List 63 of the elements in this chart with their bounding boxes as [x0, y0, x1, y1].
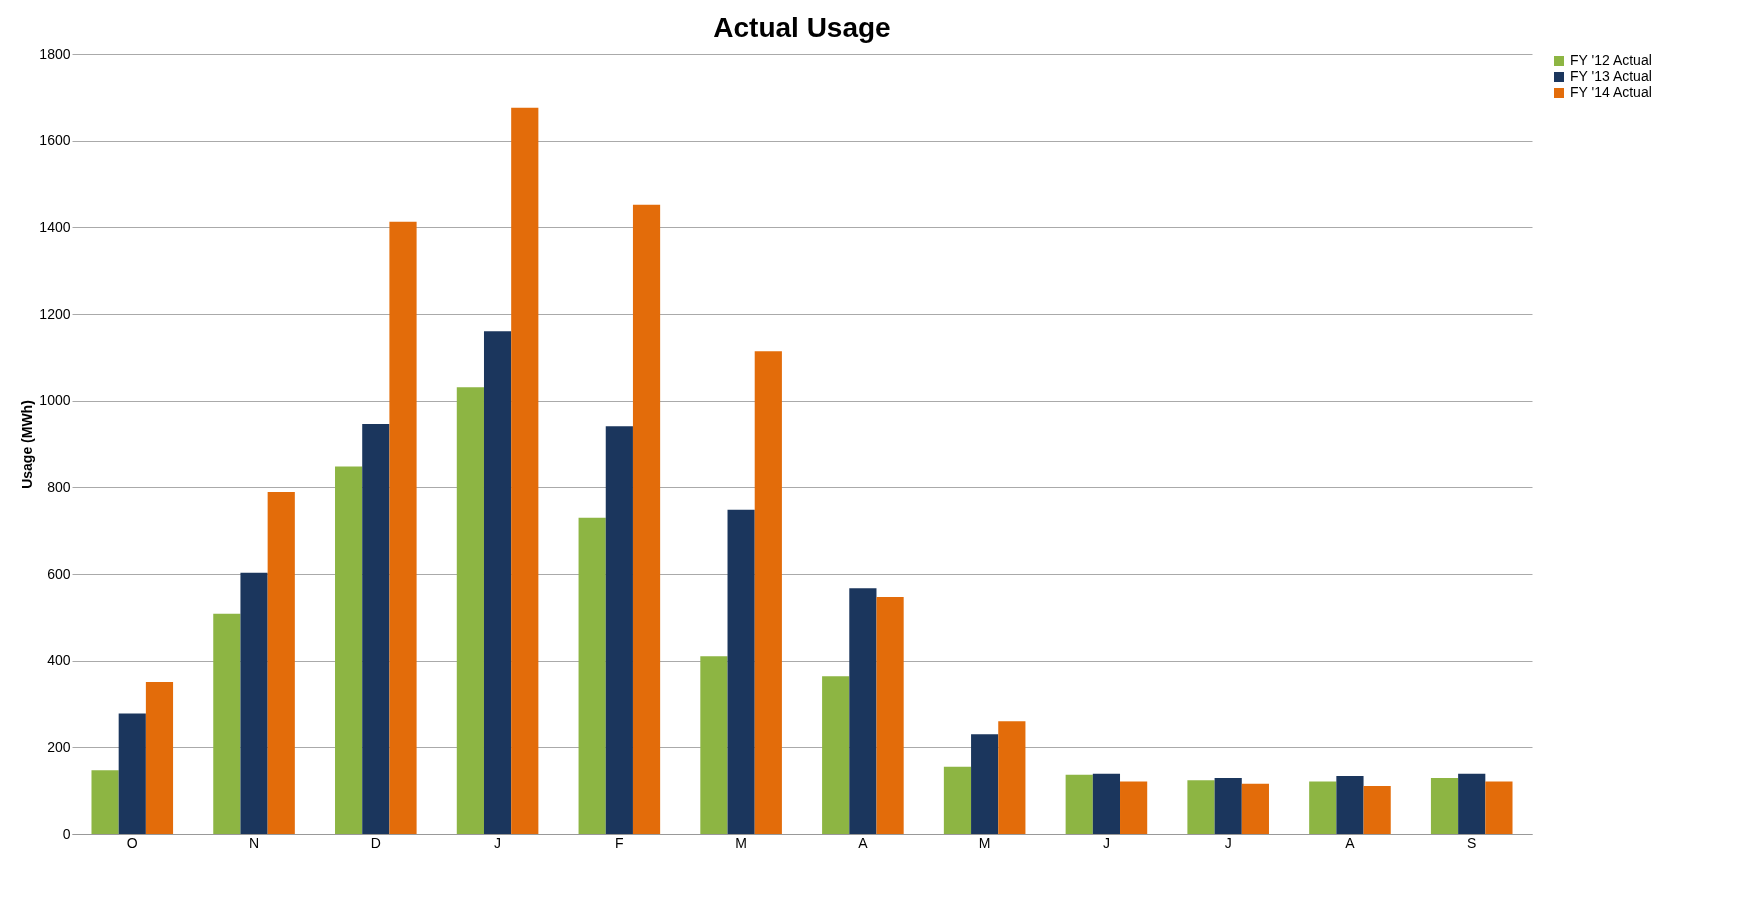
bar — [632, 204, 661, 834]
bar — [1458, 773, 1486, 834]
x-tick-label: J — [1102, 834, 1110, 851]
bar — [1336, 775, 1364, 834]
bar — [876, 596, 904, 834]
bar — [362, 424, 390, 834]
bar — [754, 351, 782, 834]
bar — [727, 509, 755, 834]
bar — [1092, 773, 1121, 834]
bar — [578, 517, 606, 834]
y-tick-label: 1200 — [39, 305, 71, 322]
y-axis-title: Usage (MWh) — [19, 400, 36, 489]
x-tick-label: F — [615, 834, 624, 851]
bar — [1430, 778, 1459, 834]
x-tick-label: O — [126, 834, 138, 851]
bar — [1309, 781, 1337, 834]
x-tick-label: S — [1467, 834, 1477, 851]
x-tick-label: M — [735, 834, 747, 851]
bar — [1187, 780, 1215, 834]
x-tick-label: D — [370, 834, 381, 851]
x-tick-label: J — [1224, 834, 1232, 851]
bar — [145, 681, 174, 834]
bar — [389, 221, 417, 834]
bar — [1485, 781, 1513, 834]
x-tick-label: A — [858, 834, 869, 851]
bar — [335, 466, 363, 834]
x-tick-label: A — [1345, 834, 1356, 851]
bar — [213, 613, 241, 834]
bar — [849, 588, 877, 834]
x-tick-label: J — [494, 834, 502, 851]
y-tick-label: 0 — [62, 825, 71, 842]
legend-label: FY '14 Actual — [1570, 84, 1652, 100]
bar — [240, 572, 268, 834]
y-tick-label: 1600 — [39, 132, 71, 149]
bar — [267, 492, 295, 834]
bar — [971, 734, 999, 834]
y-tick-label: 400 — [47, 652, 71, 669]
bar — [511, 107, 539, 834]
x-tick-label: N — [248, 834, 260, 851]
chart-title: Actual Usage — [713, 12, 891, 43]
bar — [700, 656, 728, 834]
bar — [822, 676, 850, 834]
y-tick-label: 800 — [47, 478, 71, 495]
bar — [1363, 785, 1391, 834]
y-tick-label: 1800 — [39, 45, 71, 62]
bar — [1065, 774, 1093, 834]
legend-label: FY '12 Actual — [1570, 52, 1652, 68]
bar — [605, 426, 633, 834]
bar — [1241, 783, 1269, 834]
y-tick-label: 1000 — [39, 392, 71, 409]
y-tick-label: 600 — [47, 565, 71, 582]
legend-label: FY '13 Actual — [1570, 68, 1652, 84]
bar — [943, 766, 972, 834]
bar — [118, 713, 146, 834]
bar — [1214, 778, 1242, 834]
bar — [483, 331, 512, 834]
bar — [456, 387, 484, 834]
y-tick-label: 200 — [47, 738, 71, 755]
bar — [998, 721, 1026, 834]
bar — [91, 770, 119, 834]
x-tick-label: M — [978, 834, 991, 851]
bar — [1120, 781, 1148, 834]
y-tick-label: 1400 — [39, 218, 71, 235]
